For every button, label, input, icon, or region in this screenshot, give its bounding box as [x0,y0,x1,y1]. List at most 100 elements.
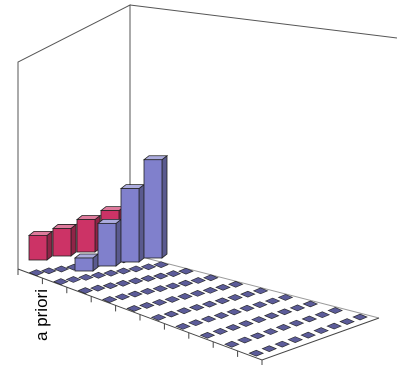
floor-marker [189,290,206,297]
floor-marker [314,311,331,319]
floor-marker [276,308,293,316]
back-wall-top [129,4,397,39]
y-axis-label: a priori [32,289,51,341]
floor-marker [103,269,119,277]
back-wall-bottom [129,253,380,319]
bar-s1-1-side [115,218,122,267]
floor-marker [326,322,342,330]
floor-marker [177,279,194,287]
floor-marker [127,277,144,285]
floor-marker [288,319,305,327]
floor-marker [201,300,218,308]
floor-marker [53,278,69,285]
floor-marker [212,328,229,335]
bar-s0-2 [75,214,102,253]
floor-marker [77,287,94,294]
bar-s1-3-side [161,154,168,259]
floor-marker [65,276,82,283]
floor-marker [203,274,219,282]
floor-marker [176,307,192,315]
floor-marker [352,313,368,321]
floor-marker [239,304,255,312]
bar-s0-1 [51,223,78,257]
floor-marker [263,312,280,320]
floor-marker [249,332,266,340]
floor-marker [115,279,131,287]
floor-marker [200,315,217,323]
bar-s0-1-side [70,223,77,257]
floor-marker [102,282,119,290]
floor-marker [277,294,294,301]
floor-marker [262,328,279,335]
floor-marker [264,297,281,305]
floor-marker [214,297,231,305]
bar-s0-2-front [76,219,96,253]
floor-marker [152,285,169,292]
floor-marker [252,287,269,295]
floor-marker [139,302,155,309]
bar-s1-3 [142,154,169,259]
floor-marker [163,310,180,318]
floor-marker [90,271,107,279]
floor-marker [128,265,144,273]
bar-s1-2-front [120,188,140,263]
floor-marker [251,316,267,323]
floor-marker [240,290,256,298]
floor-marker [78,274,94,281]
bar-s1-3-front [143,159,163,259]
bar-s0-0 [27,230,54,261]
bar-s1-0-front [74,257,94,272]
floor-marker [237,336,253,344]
floor-marker [252,301,268,308]
floor-marker [287,336,303,343]
bar-s1-2-side [138,183,145,263]
floor-marker [153,261,169,268]
bar-s1-1 [96,218,123,267]
floor-marker [188,319,204,327]
floor-marker [213,312,230,319]
floor-marker [190,277,206,284]
floor-marker [177,293,193,300]
floor-marker [53,265,70,273]
floor-marker [261,345,278,353]
chart-walls [17,4,397,361]
floor-marker [153,272,169,280]
bar-s0-1-front [52,228,72,257]
floor-marker [90,284,106,292]
floor-marker [151,299,168,306]
floor-marker [227,280,244,288]
bar-s1-2 [119,183,146,263]
floor-marker [339,318,355,325]
floor-marker [202,287,219,294]
floor-marker [150,314,167,321]
bar-s0-0-side [46,230,53,261]
floor-marker [140,263,157,271]
floor-marker [238,320,254,327]
floor-marker [215,283,231,291]
floor-marker [127,290,143,298]
bars [27,154,169,272]
floor-marker [164,296,180,303]
floor-marker [327,307,343,314]
floor-marker [300,331,316,339]
floor-marker [301,315,318,323]
floor-marker [302,300,319,308]
floor-marker [126,305,142,312]
floor-marker [289,304,306,312]
floor-marker [28,269,45,276]
floor-marker [139,288,156,295]
floor-marker [224,340,240,348]
floor-marker [274,340,290,348]
floor-marker [165,282,181,290]
floor-marker [226,308,242,316]
floor-marker [101,296,118,303]
floor-marker [114,293,131,301]
floor-marker [41,267,57,275]
floor-marker [248,349,265,357]
bar-s1-0 [73,253,100,272]
floor-marker [189,304,205,311]
floor-marker [178,267,194,275]
floor-marker [175,323,191,330]
bar-s0-0-front [28,234,48,261]
